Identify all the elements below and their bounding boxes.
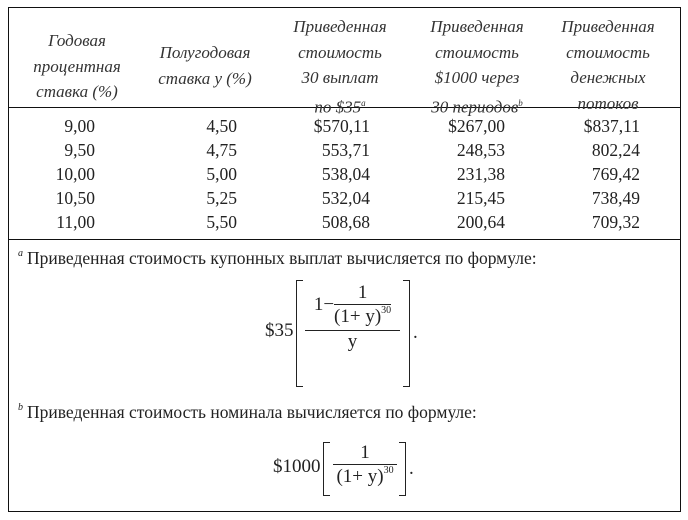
table-cell: 5,25 (206, 188, 237, 208)
right-bracket (403, 280, 410, 387)
footnote-mark-b: b (518, 97, 523, 108)
header-divider (8, 107, 681, 108)
table-cell: 802,24 (591, 140, 640, 160)
header-pv-face: Приведенная стоимость $1000 через 30 пер… (412, 14, 542, 120)
formula-fraction: 1 (1+ y)30 (333, 442, 397, 488)
denominator: (1+ y) (336, 466, 384, 487)
header-line: Полугодовая (159, 43, 251, 62)
header-line: денежных (570, 68, 646, 87)
header-annual-rate: Годовая процентная ставка (%) (12, 28, 142, 105)
table-cell: 508,68 (321, 212, 370, 232)
header-line: ставка (%) (36, 82, 118, 101)
exponent: 30 (381, 305, 392, 316)
formula-one-minus: 1− (313, 294, 335, 315)
table-cell: 248,53 (456, 140, 505, 160)
table-cell: 231,38 (456, 164, 505, 184)
header-line: процентная (33, 56, 121, 76)
footnote-mark: b (18, 402, 23, 413)
footnote-b: b Приведенная стоимость номинала вычисляе… (18, 402, 477, 423)
header-line: Приведенная (561, 17, 655, 36)
table-cell: $837,11 (583, 116, 640, 136)
formula-fraction: 1− 1 (1+ y)30 y (305, 282, 400, 353)
formula-face-pv: $1000 1 (1+ y)30 . (273, 440, 433, 500)
header-line: стоимость (298, 42, 382, 62)
footnote-a: a Приведенная стоимость купонных выплат в… (18, 248, 537, 269)
table-cell: 200,64 (456, 212, 505, 232)
table-cell: $570,11 (313, 116, 370, 136)
table-cell: 769,42 (591, 164, 640, 184)
right-bracket (399, 442, 406, 496)
table-cell: 738,49 (591, 188, 640, 208)
header-line: стоимость (435, 42, 519, 62)
header-line: по $35 (314, 97, 362, 117)
footnote-text: Приведенная стоимость купонных выплат вы… (27, 248, 537, 268)
header-line: Приведенная (430, 17, 524, 36)
table-cell: 538,04 (321, 164, 370, 184)
table-cell: 709,32 (591, 212, 640, 232)
formula-coefficient: $1000 (273, 456, 321, 477)
header-pv-coupons: Приведенная стоимость 30 выплат по $35a (275, 14, 405, 120)
table-cell: 5,50 (206, 212, 237, 232)
table-cell: 9,50 (64, 140, 95, 160)
exponent: 30 (383, 465, 394, 476)
header-line: $1000 через (434, 68, 520, 87)
inner-denominator: (1+ y) (334, 306, 382, 327)
header-line: потоков (577, 93, 639, 113)
formula-period: . (413, 322, 418, 343)
header-line: Годовая (48, 31, 106, 50)
inner-fraction: 1 (1+ y)30 (334, 282, 392, 328)
formula-period: . (409, 458, 414, 479)
footnote-text: Приведенная стоимость номинала вычисляет… (27, 402, 477, 422)
body-divider (8, 239, 681, 240)
table-cell: $267,00 (448, 116, 505, 136)
table-cell: 553,71 (321, 140, 370, 160)
numerator: 1 (360, 442, 370, 463)
header-pv-cashflows: Приведенная стоимость денежных потоков (543, 14, 673, 116)
table-cell: 9,00 (64, 116, 95, 136)
table-cell: 10,50 (55, 188, 95, 208)
table-cell: 215,45 (456, 188, 505, 208)
header-line: Приведенная (293, 17, 387, 36)
table-cell: 532,04 (321, 188, 370, 208)
left-bracket (323, 442, 330, 496)
outer-denominator: y (305, 330, 400, 353)
table-cell: 10,00 (55, 164, 95, 184)
inner-numerator: 1 (357, 282, 368, 303)
table-cell: 4,50 (206, 116, 237, 136)
left-bracket (296, 280, 303, 387)
table-frame (8, 7, 681, 512)
formula-coefficient: $35 (265, 320, 294, 341)
footnote-mark-a: a (361, 97, 366, 108)
table-cell: 11,00 (56, 212, 95, 232)
table-cell: 4,75 (206, 140, 237, 160)
footnote-mark: a (18, 248, 23, 259)
header-line: 30 выплат (301, 68, 379, 87)
header-line: стоимость (566, 42, 650, 62)
formula-coupon-pv: $35 1− 1 (1+ y)30 y . (265, 280, 435, 390)
header-line: ставка y (%) (158, 68, 252, 88)
table-cell: 5,00 (206, 164, 237, 184)
header-semiannual-rate: Полугодовая ставка y (%) (140, 40, 270, 91)
header-line: 30 периодов (431, 97, 519, 117)
